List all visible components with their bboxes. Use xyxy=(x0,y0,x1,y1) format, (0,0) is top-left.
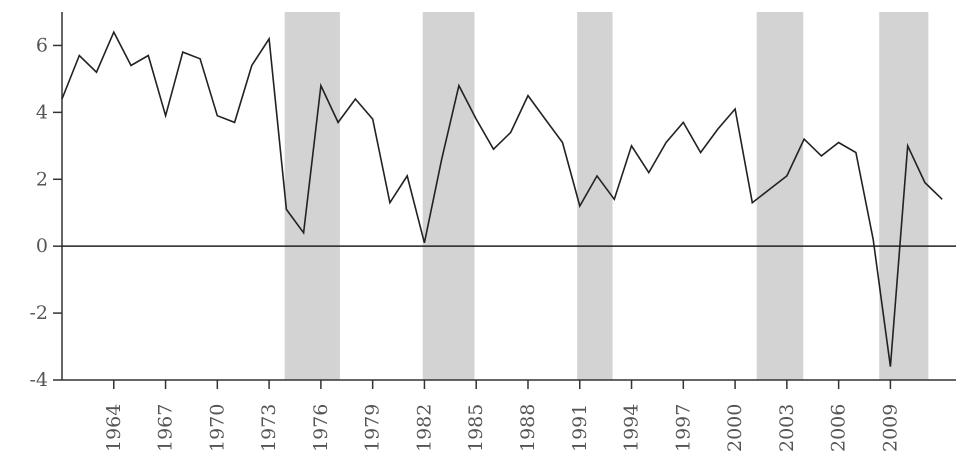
y-axis-ticks: -4 -2 0 2 4 6 xyxy=(29,34,62,391)
y-tick-label: -4 xyxy=(29,369,48,391)
x-tick-label: 1994 xyxy=(621,404,643,452)
x-tick-label: 1997 xyxy=(672,404,694,452)
series-line xyxy=(61,30,943,367)
shaded-period xyxy=(422,12,475,380)
series-layer xyxy=(61,30,943,367)
x-tick-label: 1979 xyxy=(362,404,384,452)
x-tick-label: 1964 xyxy=(103,404,125,452)
x-tick-label: 1970 xyxy=(206,404,228,452)
y-tick-label: 4 xyxy=(36,101,48,123)
x-tick-label: 2003 xyxy=(776,404,798,452)
y-tick-label: 6 xyxy=(36,34,48,56)
x-tick-label: 1991 xyxy=(569,404,591,452)
x-tick-label: 2000 xyxy=(724,404,746,452)
shaded-period xyxy=(577,12,613,380)
y-tick-label: -2 xyxy=(29,302,48,324)
y-tick-label: 2 xyxy=(36,168,48,190)
x-tick-label: 1982 xyxy=(413,404,435,452)
x-tick-label: 1976 xyxy=(310,404,332,452)
x-axis-ticks: 1964 1967 1970 1973 1976 1979 1982 1985 1988 1991… xyxy=(103,380,901,452)
x-tick-label: 1967 xyxy=(155,404,177,452)
x-tick-label: 1973 xyxy=(258,404,280,452)
shaded-periods xyxy=(284,12,929,380)
x-tick-label: 2006 xyxy=(828,404,850,452)
x-tick-label: 1988 xyxy=(517,404,539,452)
shaded-period xyxy=(756,12,804,380)
x-tick-label: 1985 xyxy=(465,404,487,452)
y-tick-label: 0 xyxy=(36,235,48,257)
shaded-period xyxy=(284,12,340,380)
x-tick-label: 2009 xyxy=(879,404,901,452)
